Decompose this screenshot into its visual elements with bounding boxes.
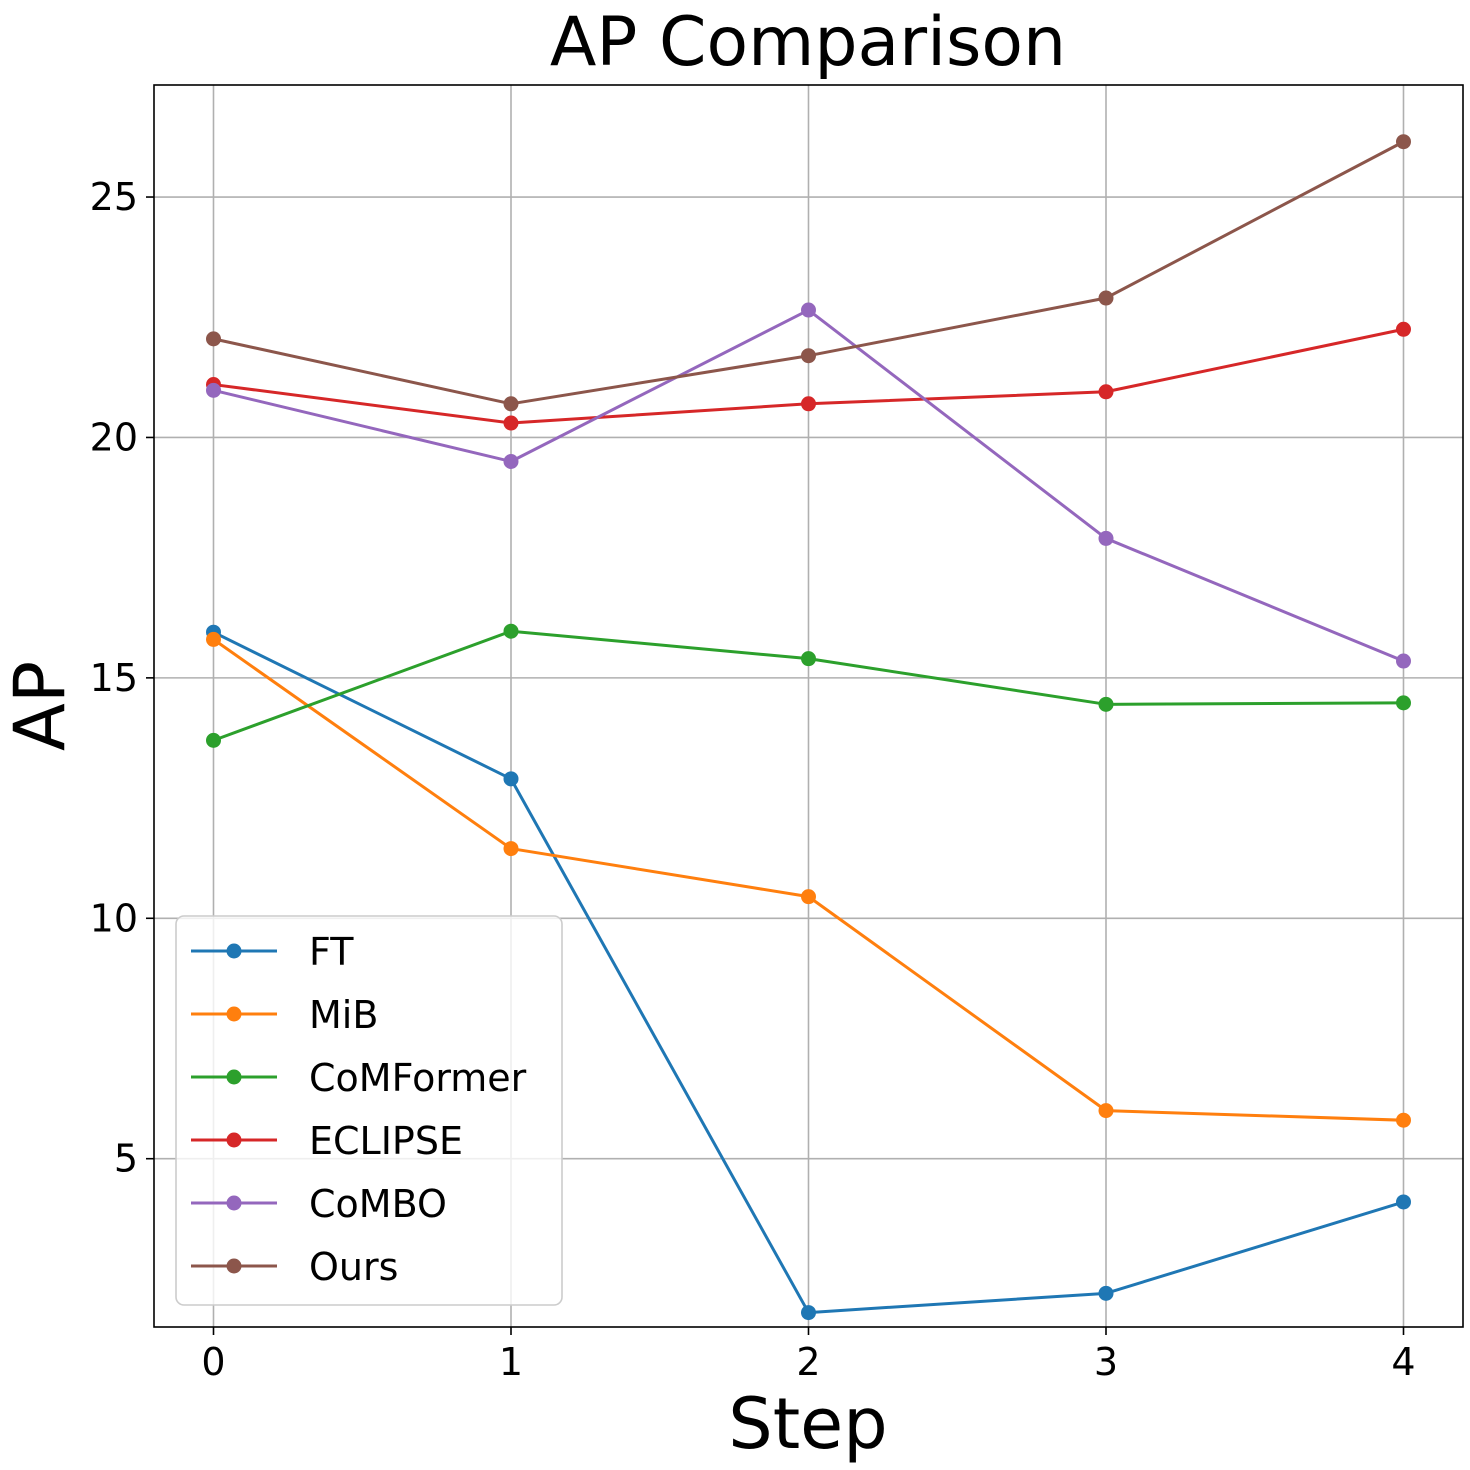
data-point-comformer — [801, 651, 816, 667]
series-layer — [206, 134, 1411, 1321]
y-tick-label: 20 — [90, 415, 138, 459]
x-tick-label: 0 — [201, 1340, 225, 1384]
data-point-mib — [503, 841, 519, 857]
legend-label: MiB — [309, 993, 378, 1037]
data-point-mib — [1098, 1103, 1114, 1119]
legend-swatch-marker — [226, 1069, 242, 1085]
legend-label: CoMBO — [309, 1182, 447, 1226]
data-point-comformer — [503, 623, 519, 639]
legend-swatch-marker — [226, 1258, 242, 1274]
data-point-mib — [1396, 1112, 1411, 1128]
series-combo — [206, 302, 1411, 669]
data-point-combo — [1396, 653, 1411, 669]
grid — [154, 85, 1463, 1327]
legend-item-eclipse: ECLIPSE — [191, 1119, 463, 1163]
data-point-ft — [1098, 1285, 1114, 1301]
legend-label: FT — [309, 930, 354, 974]
data-point-ft — [801, 1305, 816, 1321]
x-tick-label: 3 — [1094, 1340, 1118, 1384]
legend-label: CoMFormer — [309, 1056, 527, 1100]
data-point-comformer — [1098, 696, 1114, 712]
legend-swatch-marker — [226, 1006, 242, 1022]
series-comformer — [206, 623, 1411, 748]
data-point-ours — [801, 348, 816, 364]
legend-item-ours: Ours — [191, 1245, 398, 1289]
chart-title: AP Comparison — [550, 3, 1066, 82]
data-point-comformer — [1396, 695, 1411, 711]
data-point-ours — [1098, 290, 1114, 306]
series-ours — [206, 134, 1411, 412]
legend-label: Ours — [309, 1245, 398, 1289]
x-axis-label: Step — [728, 1383, 887, 1465]
data-point-eclipse — [503, 415, 519, 431]
series-eclipse — [206, 321, 1411, 431]
series-mib — [206, 631, 1411, 1128]
y-axis-label: AP — [0, 661, 81, 751]
data-point-ours — [1396, 134, 1411, 150]
data-point-mib — [206, 631, 221, 647]
legend-item-ft: FT — [191, 930, 354, 974]
legend-swatch-marker — [226, 943, 242, 959]
data-point-eclipse — [1396, 321, 1411, 337]
x-tick-label: 4 — [1391, 1340, 1415, 1384]
x-tick-label: 2 — [796, 1340, 820, 1384]
y-axis-ticks: 5 10 15 20 25 — [90, 175, 154, 1181]
data-point-ft — [1396, 1194, 1411, 1210]
x-axis-ticks: 0 1 2 3 4 — [201, 1327, 1416, 1384]
data-point-mib — [801, 889, 816, 905]
legend-swatch-marker — [226, 1132, 242, 1148]
data-point-combo — [801, 302, 816, 318]
data-point-ft — [503, 771, 519, 787]
data-point-eclipse — [1098, 384, 1114, 400]
legend-label: ECLIPSE — [309, 1119, 463, 1163]
legend-item-mib: MiB — [191, 993, 378, 1037]
data-point-combo — [503, 453, 519, 469]
x-tick-label: 1 — [499, 1340, 523, 1384]
series-ft — [206, 624, 1411, 1321]
data-point-combo — [206, 382, 221, 398]
y-tick-label: 10 — [90, 896, 138, 940]
legend: FT MiB CoMFormer ECLIPSE CoMBO Ours — [175, 915, 563, 1306]
y-tick-label: 25 — [90, 175, 138, 219]
legend-item-comformer: CoMFormer — [191, 1056, 527, 1100]
data-point-ours — [503, 396, 519, 412]
y-tick-label: 15 — [90, 656, 138, 700]
legend-item-combo: CoMBO — [191, 1182, 447, 1226]
y-tick-label: 5 — [114, 1137, 138, 1181]
data-point-ours — [206, 331, 221, 347]
data-point-combo — [1098, 530, 1114, 546]
data-point-eclipse — [801, 396, 816, 412]
legend-swatch-marker — [226, 1195, 242, 1211]
data-point-comformer — [206, 732, 221, 748]
